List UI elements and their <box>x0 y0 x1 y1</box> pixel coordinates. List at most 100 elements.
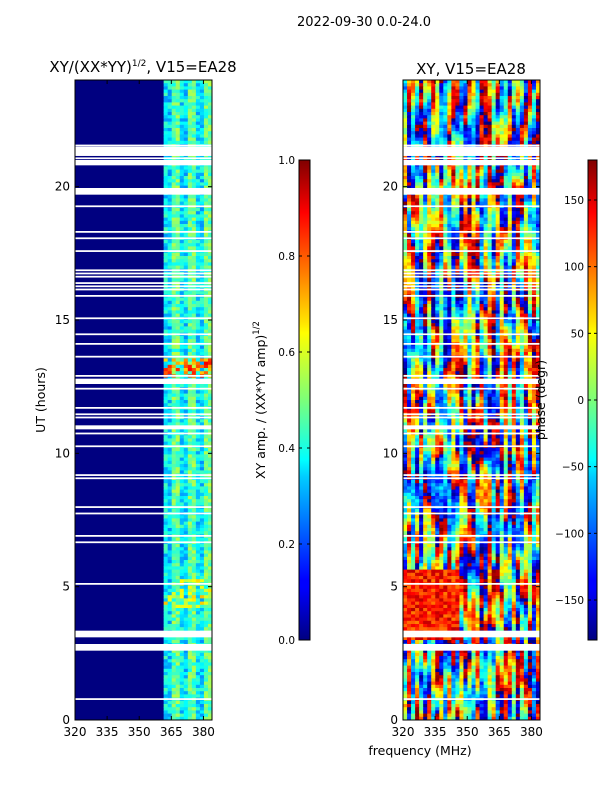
heatmap-cell <box>203 707 209 711</box>
heatmap-cell <box>183 291 189 295</box>
heatmap-cell <box>495 179 501 183</box>
heatmap-cell <box>175 291 181 295</box>
heatmap-cell <box>175 172 181 177</box>
heatmap-cell <box>407 198 412 203</box>
heatmap-cell <box>175 499 181 503</box>
heatmap-cell <box>195 451 201 455</box>
heatmap-cell <box>163 595 169 599</box>
heatmap-cell <box>171 486 177 491</box>
heatmap-cell <box>199 224 205 228</box>
heatmap-cell <box>407 304 412 308</box>
heatmap-cell <box>403 185 408 190</box>
heatmap-cell <box>479 166 485 171</box>
heatmap-cell <box>439 307 444 311</box>
heatmap-cell <box>207 518 212 523</box>
heatmap-cell <box>471 99 477 103</box>
heatmap-cell <box>175 467 181 471</box>
heatmap-cell <box>179 611 185 615</box>
heatmap-cell <box>179 668 185 673</box>
heatmap-cell <box>435 176 440 180</box>
heatmap-cell <box>179 310 185 315</box>
heatmap-cell <box>171 89 177 94</box>
heatmap-cell <box>191 566 197 571</box>
heatmap-cell <box>467 128 473 132</box>
heatmap-cell <box>167 121 173 126</box>
heatmap-cell <box>191 480 197 484</box>
heatmap-cell <box>443 179 448 183</box>
heatmap-cell <box>427 252 432 257</box>
heatmap-cell <box>163 502 169 507</box>
heatmap-cell <box>175 176 181 180</box>
flagged-row <box>75 343 212 345</box>
heatmap-cell <box>207 684 212 689</box>
heatmap-cell <box>415 310 420 315</box>
heatmap-cell <box>515 246 521 251</box>
heatmap-cell <box>519 243 525 247</box>
heatmap-cell <box>179 550 185 555</box>
heatmap-cell <box>191 265 197 270</box>
heatmap-cell <box>527 182 533 187</box>
heatmap-cell <box>467 265 473 270</box>
heatmap-cell <box>495 300 501 305</box>
heatmap-cell <box>163 185 169 190</box>
heatmap-cell <box>179 499 185 503</box>
heatmap-cell <box>463 214 469 219</box>
heatmap-cell <box>199 227 205 231</box>
heatmap-cell <box>171 176 177 180</box>
heatmap-cell <box>191 710 197 715</box>
heatmap-cell <box>427 259 432 263</box>
heatmap-cell <box>179 102 185 107</box>
heatmap-cell <box>187 678 193 683</box>
heatmap-cell <box>167 243 173 247</box>
heatmap-cell <box>203 361 209 366</box>
heatmap-cell <box>191 99 197 103</box>
heatmap-cell <box>183 96 189 100</box>
heatmap-cell <box>195 640 201 644</box>
heatmap-cell <box>199 300 205 305</box>
heatmap-cell <box>183 185 189 190</box>
heatmap-cell <box>179 627 185 631</box>
heatmap-cell <box>207 665 212 670</box>
heatmap-cell <box>199 662 205 667</box>
heatmap-cell <box>463 128 469 132</box>
heatmap-cell <box>167 86 173 91</box>
heatmap-cell <box>191 665 197 670</box>
heatmap-cell <box>191 83 197 87</box>
heatmap-cell <box>403 176 408 180</box>
heatmap-cell <box>207 614 212 619</box>
heatmap-cell <box>415 92 420 97</box>
heatmap-cell <box>499 80 505 84</box>
heatmap-cell <box>431 256 436 260</box>
heatmap-cell <box>479 246 485 251</box>
heatmap-cell <box>463 259 469 263</box>
heatmap-cell <box>203 217 209 222</box>
heatmap-cell <box>179 419 185 423</box>
heatmap-cell <box>171 700 177 705</box>
heatmap-cell <box>423 211 428 215</box>
heatmap-cell <box>479 304 485 308</box>
heatmap-cell <box>191 464 197 468</box>
heatmap-cell <box>515 115 521 119</box>
heatmap-cell <box>427 89 432 94</box>
heatmap-cell <box>207 700 212 705</box>
heatmap-cell <box>499 89 505 94</box>
heatmap-cell <box>447 115 452 119</box>
heatmap-cell <box>191 358 197 363</box>
heatmap-cell <box>191 707 197 711</box>
heatmap-cell <box>439 118 444 123</box>
heatmap-cell <box>183 307 189 311</box>
heatmap-cell <box>503 233 509 238</box>
heatmap-cell <box>183 252 189 257</box>
heatmap-cell <box>179 252 185 257</box>
heatmap-cell <box>487 134 493 139</box>
heatmap-cell <box>503 246 509 251</box>
heatmap-cell <box>431 252 436 257</box>
heatmap-cell <box>419 201 424 206</box>
heatmap-cell <box>195 636 201 641</box>
heatmap-cell <box>187 716 193 720</box>
heatmap-cell <box>507 278 513 283</box>
heatmap-cell <box>183 201 189 206</box>
heatmap-cell <box>203 598 209 603</box>
heatmap-cell <box>495 169 501 174</box>
heatmap-cell <box>191 86 197 91</box>
